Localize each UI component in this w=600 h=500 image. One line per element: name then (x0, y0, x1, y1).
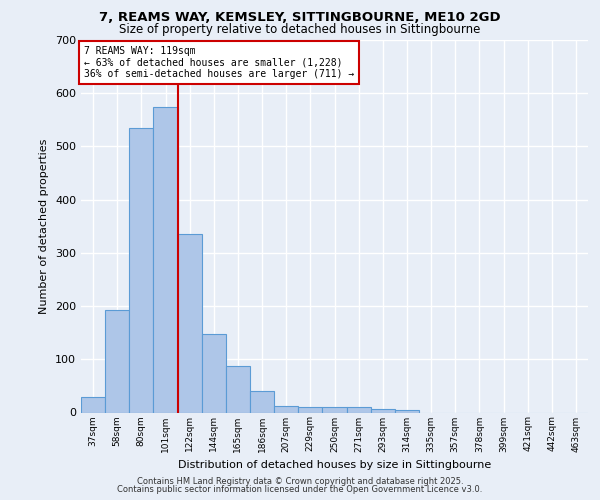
Bar (347, 407, 371, 412)
Bar (322, 407, 347, 412)
Bar (250, 391, 274, 412)
Bar (129, 128, 154, 412)
Text: Size of property relative to detached houses in Sittingbourne: Size of property relative to detached ho… (119, 22, 481, 36)
Text: Contains HM Land Registry data © Crown copyright and database right 2025.: Contains HM Land Registry data © Crown c… (137, 477, 463, 486)
X-axis label: Distribution of detached houses by size in Sittingbourne: Distribution of detached houses by size … (178, 460, 491, 470)
Bar (371, 409, 395, 412)
Text: 7 REAMS WAY: 119sqm
← 63% of detached houses are smaller (1,228)
36% of semi-det: 7 REAMS WAY: 119sqm ← 63% of detached ho… (83, 46, 354, 79)
Bar (81, 396, 105, 412)
Y-axis label: Number of detached properties: Number of detached properties (40, 138, 49, 314)
Bar (395, 410, 419, 412)
Bar (274, 406, 298, 412)
Text: 7, REAMS WAY, KEMSLEY, SITTINGBOURNE, ME10 2GD: 7, REAMS WAY, KEMSLEY, SITTINGBOURNE, ME… (99, 11, 501, 24)
Text: Contains public sector information licensed under the Open Government Licence v3: Contains public sector information licen… (118, 484, 482, 494)
Bar (154, 106, 178, 412)
Bar (105, 310, 129, 412)
Bar (226, 366, 250, 412)
Bar (178, 234, 202, 412)
Bar (202, 334, 226, 412)
Bar (298, 407, 322, 412)
